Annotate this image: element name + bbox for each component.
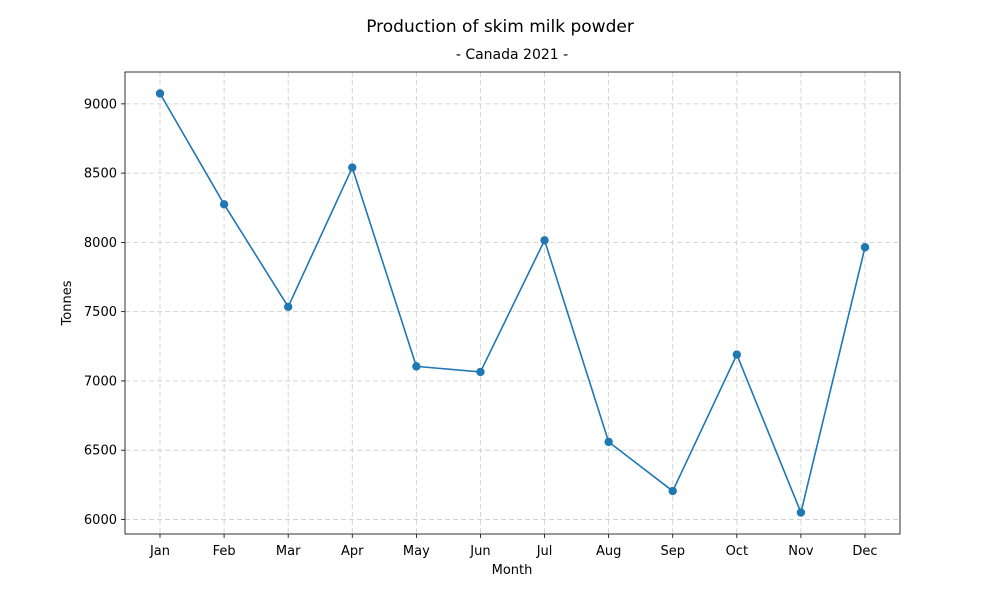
data-point-oct xyxy=(732,350,742,359)
x-axis-label: Month xyxy=(492,563,533,578)
data-point-jul xyxy=(540,236,549,245)
y-axis-label: Tonnes xyxy=(60,280,75,326)
x-tick-label: Dec xyxy=(852,544,877,559)
y-axis-ticks: 6000 6500 7000 7500 8000 8500 9000 xyxy=(84,97,125,528)
y-tick-label: 6000 xyxy=(84,513,117,528)
plot-area-frame xyxy=(124,71,901,535)
data-point-feb xyxy=(219,200,229,209)
data-point-apr xyxy=(348,163,357,172)
x-tick-label: Oct xyxy=(726,544,748,559)
x-tick-label: May xyxy=(403,544,430,559)
data-point-jan xyxy=(155,89,165,98)
x-axis-ticks: Jan Feb Mar Apr May Jun Jul Aug Sep Oct Nov Dec xyxy=(149,534,878,559)
data-point-sep xyxy=(668,486,677,496)
x-tick-label: Apr xyxy=(341,544,364,559)
x-tick-label: Sep xyxy=(660,544,685,559)
x-tick-label: Aug xyxy=(596,544,621,559)
y-tick-label: 9000 xyxy=(84,97,117,112)
series-line xyxy=(159,93,866,514)
data-point-nov xyxy=(796,508,806,517)
data-point-dec xyxy=(860,243,870,252)
x-tick-label: Jun xyxy=(469,544,490,559)
chart-title: Production of skim milk powder xyxy=(366,17,634,37)
x-tick-label: Feb xyxy=(213,544,236,559)
y-tick-label: 7500 xyxy=(84,305,117,320)
x-tick-label: Mar xyxy=(276,544,301,559)
x-tick-label: Nov xyxy=(788,544,814,559)
series-layer xyxy=(155,89,870,517)
y-tick-label: 6500 xyxy=(84,444,117,459)
x-tick-label: Jan xyxy=(149,544,170,559)
chart-subtitle: - Canada 2021 - xyxy=(456,47,568,63)
data-point-may xyxy=(412,362,421,371)
grid-lines xyxy=(125,72,900,534)
y-tick-label: 8000 xyxy=(84,236,117,251)
data-point-jun xyxy=(476,367,485,377)
data-point-mar xyxy=(283,302,293,312)
y-tick-label: 7000 xyxy=(84,374,117,389)
x-tick-label: Jul xyxy=(536,544,553,559)
y-tick-label: 8500 xyxy=(84,167,117,182)
data-point-aug xyxy=(604,437,613,447)
